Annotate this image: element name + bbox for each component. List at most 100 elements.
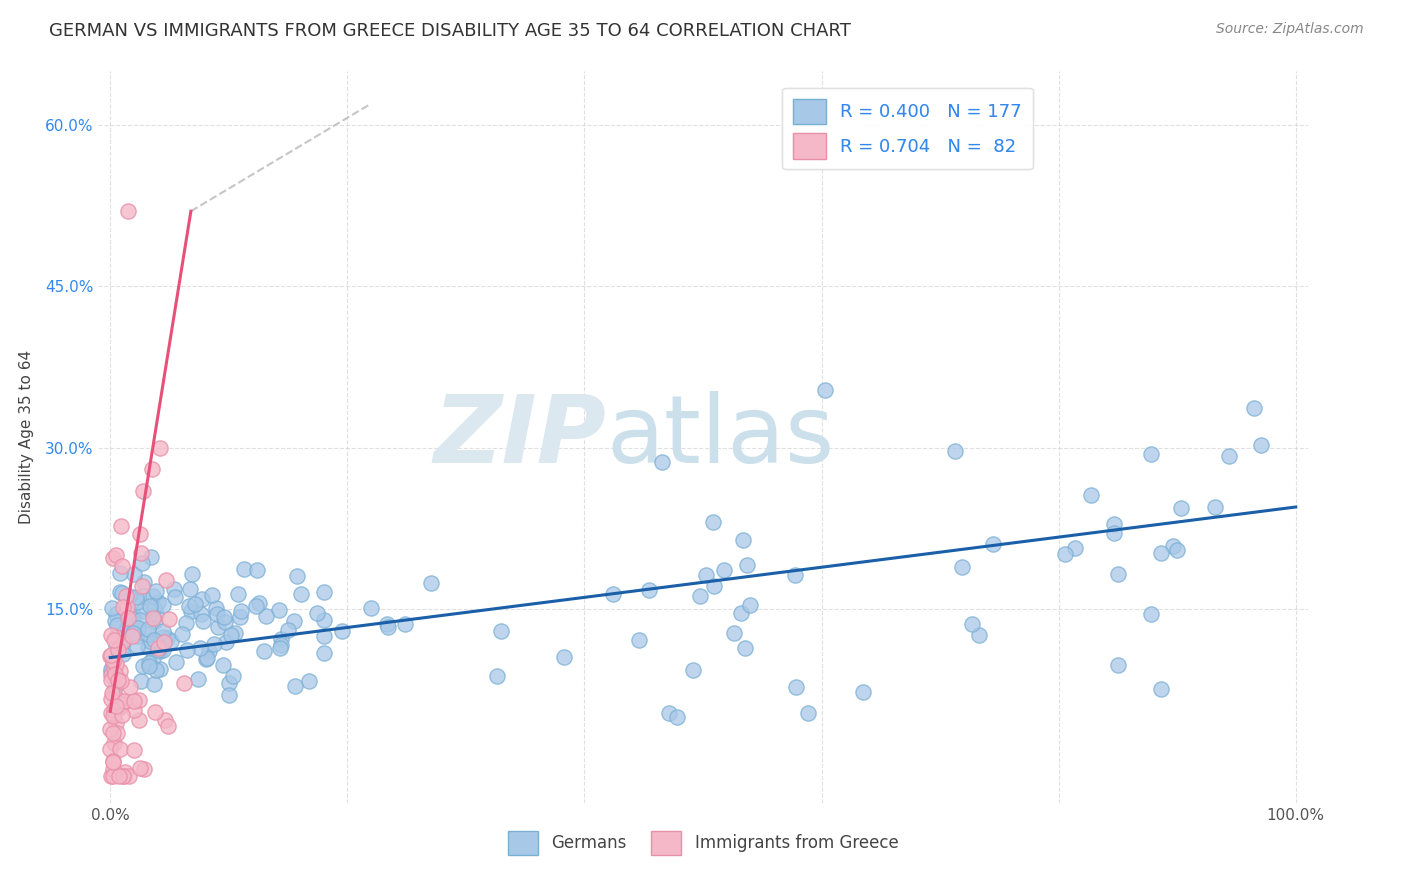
Point — [159, 634, 181, 648]
Point — [138, 658, 160, 673]
Point — [943, 443, 966, 458]
Point — [104, 699, 127, 714]
Point — [132, 658, 155, 673]
Point — [145, 607, 167, 622]
Point — [485, 669, 508, 683]
Point — [201, 588, 224, 602]
Point — [153, 714, 176, 728]
Point — [1150, 547, 1173, 561]
Point — [165, 590, 187, 604]
Point — [228, 609, 250, 624]
Text: ZIP: ZIP — [433, 391, 606, 483]
Point — [124, 566, 146, 581]
Point — [1102, 526, 1125, 541]
Point — [105, 631, 128, 645]
Point — [165, 656, 187, 670]
Point — [553, 650, 575, 665]
Point — [139, 599, 162, 614]
Point — [127, 621, 149, 635]
Point — [177, 599, 200, 614]
Point — [110, 566, 132, 580]
Point — [128, 714, 150, 728]
Point — [695, 568, 717, 582]
Point — [212, 658, 235, 673]
Point — [1250, 438, 1272, 452]
Point — [143, 677, 166, 691]
Point — [110, 707, 132, 722]
Point — [330, 624, 353, 638]
Point — [118, 680, 141, 694]
Point — [155, 632, 177, 647]
Point — [176, 642, 198, 657]
Point — [180, 604, 202, 618]
Point — [145, 584, 167, 599]
Point — [283, 614, 305, 628]
Point — [190, 592, 212, 607]
Point — [723, 626, 745, 640]
Point — [110, 584, 132, 599]
Point — [110, 674, 132, 689]
Point — [218, 676, 240, 690]
Point — [152, 624, 174, 639]
Point — [104, 639, 127, 653]
Point — [163, 582, 186, 596]
Point — [118, 769, 141, 783]
Point — [139, 633, 162, 648]
Point — [155, 573, 177, 587]
Point — [143, 632, 166, 647]
Point — [202, 637, 225, 651]
Point — [122, 626, 145, 640]
Point — [152, 630, 174, 644]
Point — [152, 635, 174, 649]
Point — [142, 611, 165, 625]
Point — [221, 628, 243, 642]
Point — [277, 623, 299, 637]
Point — [377, 620, 399, 634]
Text: GERMAN VS IMMIGRANTS FROM GREECE DISABILITY AGE 35 TO 64 CORRELATION CHART: GERMAN VS IMMIGRANTS FROM GREECE DISABIL… — [49, 22, 851, 40]
Point — [627, 633, 650, 648]
Point — [118, 589, 141, 603]
Point — [100, 673, 122, 687]
Point — [226, 587, 249, 601]
Point — [270, 632, 292, 646]
Point — [152, 643, 174, 657]
Point — [785, 680, 807, 694]
Point — [100, 662, 122, 676]
Point — [122, 612, 145, 626]
Legend: R = 0.400   N = 177, R = 0.704   N =  82: R = 0.400 N = 177, R = 0.704 N = 82 — [782, 87, 1032, 169]
Point — [142, 590, 165, 604]
Point — [394, 617, 416, 632]
Point — [103, 709, 125, 723]
Point — [107, 643, 129, 657]
Point — [117, 627, 139, 641]
Point — [214, 615, 236, 629]
Point — [129, 613, 152, 627]
Point — [103, 686, 125, 700]
Point — [682, 663, 704, 677]
Point — [108, 699, 131, 714]
Point — [129, 546, 152, 560]
Point — [733, 533, 755, 547]
Point — [100, 628, 122, 642]
Point — [114, 769, 136, 783]
Y-axis label: Disability Age 35 to 64: Disability Age 35 to 64 — [18, 350, 34, 524]
Point — [141, 462, 163, 476]
Point — [1080, 488, 1102, 502]
Point — [1150, 681, 1173, 696]
Point — [179, 582, 201, 596]
Point — [184, 597, 207, 611]
Point — [100, 769, 122, 783]
Point — [125, 629, 148, 643]
Point — [149, 644, 172, 658]
Point — [129, 527, 152, 541]
Point — [138, 656, 160, 670]
Point — [312, 585, 335, 599]
Point — [143, 706, 166, 720]
Point — [489, 624, 512, 638]
Point — [103, 659, 125, 673]
Point — [207, 607, 229, 621]
Point — [125, 595, 148, 609]
Point — [125, 640, 148, 654]
Point — [1161, 539, 1184, 553]
Point — [195, 652, 218, 666]
